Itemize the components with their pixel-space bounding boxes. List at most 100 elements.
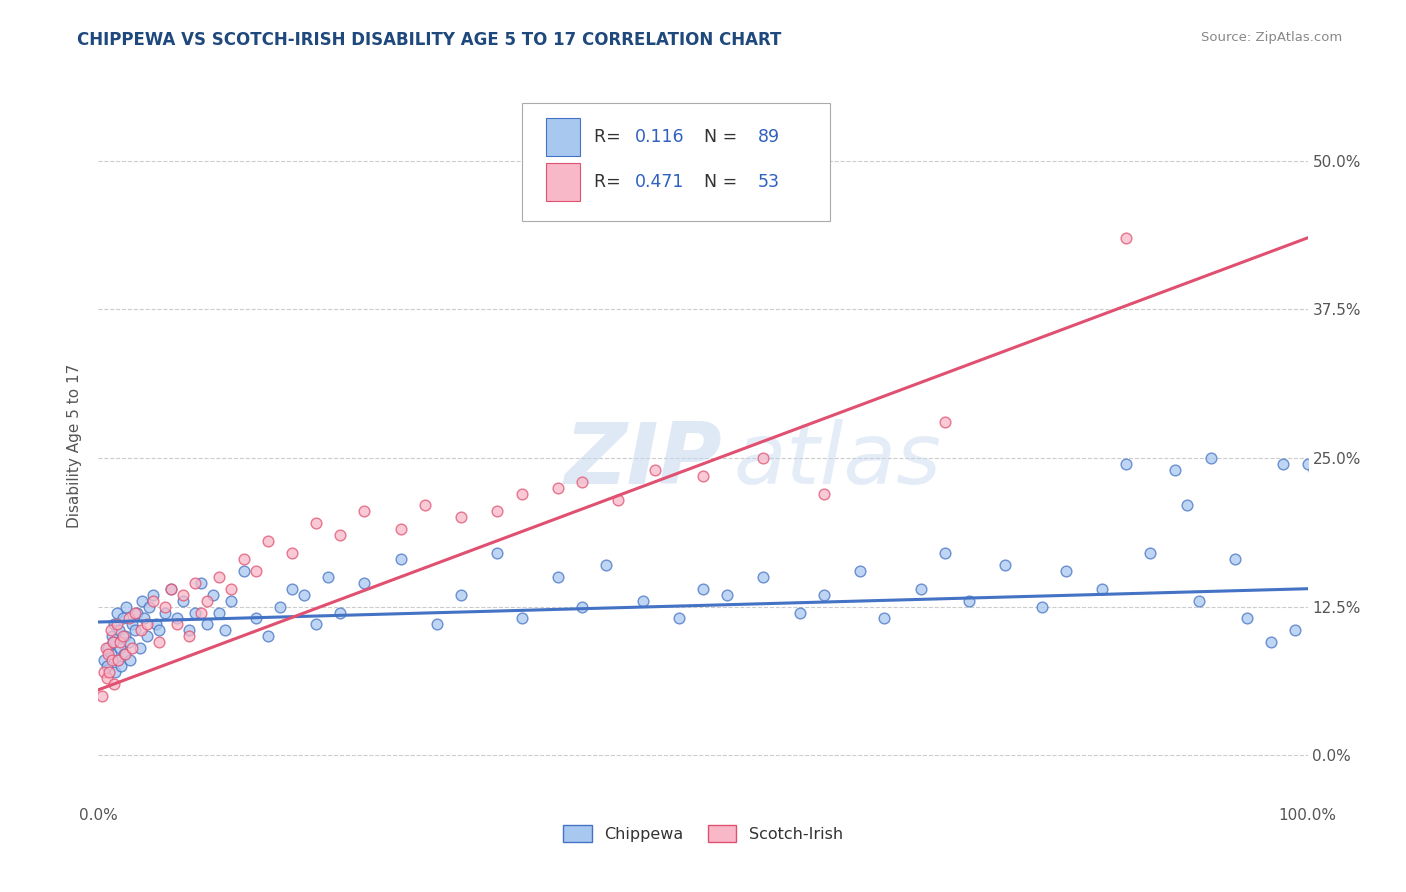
Point <box>135 617 157 632</box>
Point <box>91 689 114 703</box>
Point <box>121 617 143 632</box>
Point <box>595 558 617 572</box>
Point <box>644 463 666 477</box>
Point <box>716 588 738 602</box>
Point <box>202 588 225 602</box>
Point <box>107 653 129 667</box>
Point <box>510 611 533 625</box>
Point <box>232 564 254 578</box>
Point <box>232 552 254 566</box>
Point <box>114 629 136 643</box>
Point <box>389 522 412 536</box>
Point <box>190 575 212 590</box>
Point <box>142 593 165 607</box>
Text: ZIP: ZIP <box>564 418 721 502</box>
Point <box>256 629 278 643</box>
Point <box>107 653 129 667</box>
Point <box>195 617 218 632</box>
Point <box>148 635 170 649</box>
Point <box>1199 450 1222 465</box>
Bar <box>546 119 579 155</box>
Point <box>128 641 150 656</box>
Point <box>269 599 291 614</box>
Point <box>221 582 243 596</box>
Point <box>1175 499 1198 513</box>
Point <box>353 504 375 518</box>
Point <box>112 647 135 661</box>
Point <box>631 593 654 607</box>
Text: 53: 53 <box>758 173 779 191</box>
Point <box>1054 564 1077 578</box>
Point <box>1296 457 1319 471</box>
Point <box>108 641 131 656</box>
Point <box>101 635 124 649</box>
Point <box>124 606 146 620</box>
Point <box>190 606 212 620</box>
Point <box>752 450 775 465</box>
Point <box>166 617 188 632</box>
Point <box>486 546 509 560</box>
Point <box>789 606 811 620</box>
Point <box>166 611 188 625</box>
Point <box>214 624 236 638</box>
Point <box>135 629 157 643</box>
Bar <box>546 163 579 201</box>
Point <box>153 606 176 620</box>
Point <box>118 611 141 625</box>
Point <box>110 659 132 673</box>
Point <box>353 575 375 590</box>
FancyBboxPatch shape <box>522 103 830 221</box>
Point <box>1115 231 1137 245</box>
Point <box>94 641 117 656</box>
Point <box>994 558 1017 572</box>
Point <box>426 617 449 632</box>
Point <box>148 624 170 638</box>
Text: N =: N = <box>693 173 738 191</box>
Point <box>1260 635 1282 649</box>
Point <box>105 617 128 632</box>
Point <box>813 486 835 500</box>
Point <box>118 653 141 667</box>
Point <box>97 647 120 661</box>
Point <box>571 599 593 614</box>
Point <box>910 582 932 596</box>
Point <box>184 606 207 620</box>
Point <box>114 647 136 661</box>
Point <box>305 516 328 531</box>
Point <box>184 575 207 590</box>
Point <box>813 588 835 602</box>
Point <box>510 486 533 500</box>
Point <box>571 475 593 489</box>
Text: Source: ZipAtlas.com: Source: ZipAtlas.com <box>1202 31 1343 45</box>
Point <box>108 624 131 638</box>
Point <box>245 564 267 578</box>
Point <box>281 582 304 596</box>
Point <box>138 599 160 614</box>
Text: N =: N = <box>693 128 738 146</box>
Point <box>389 552 412 566</box>
Point <box>1236 611 1258 625</box>
Point <box>179 629 201 643</box>
Point <box>849 564 872 578</box>
Point <box>752 570 775 584</box>
Point <box>450 510 472 524</box>
Point <box>104 665 127 679</box>
Point <box>100 647 122 661</box>
Point <box>100 629 122 643</box>
Point <box>934 415 956 429</box>
Point <box>100 624 122 638</box>
Point <box>1223 552 1246 566</box>
Point <box>179 624 201 638</box>
Point <box>1284 624 1306 638</box>
Point <box>124 624 146 638</box>
Text: R=: R= <box>595 128 627 146</box>
Point <box>413 499 436 513</box>
Point <box>1091 582 1114 596</box>
Point <box>1188 593 1211 607</box>
Point <box>256 534 278 549</box>
Point <box>450 588 472 602</box>
Text: 0.116: 0.116 <box>636 128 685 146</box>
Point <box>118 635 141 649</box>
Text: CHIPPEWA VS SCOTCH-IRISH DISABILITY AGE 5 TO 17 CORRELATION CHART: CHIPPEWA VS SCOTCH-IRISH DISABILITY AGE … <box>77 31 782 49</box>
Point <box>292 588 315 602</box>
